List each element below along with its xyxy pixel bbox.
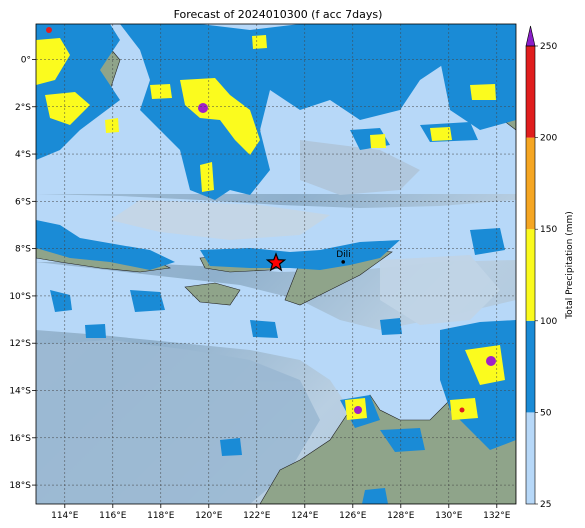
colorbar-tick-label: 50: [540, 408, 552, 418]
y-tick-label: 6°S: [15, 197, 31, 207]
y-tick-label: 12°S: [9, 339, 31, 349]
y-tick-label: 0°: [21, 55, 31, 65]
y-tick-label: 14°S: [9, 387, 31, 397]
chart-title: Forecast of 2024010300 (f acc 7days): [174, 8, 383, 21]
heavy-rain-field: [36, 35, 505, 420]
star-marker-icon: [265, 252, 287, 272]
colorbar: 25 50 100 150 200 250: [525, 25, 557, 510]
map-frame: [35, 23, 517, 505]
x-tick-label: 130°E: [435, 511, 463, 521]
colorbar-segment: [526, 137, 535, 230]
colorbar-tick-label: 200: [540, 134, 557, 144]
x-tick-label: 120°E: [195, 511, 223, 521]
sumba-land: [184, 282, 241, 306]
colorbar-tick-label: 100: [540, 317, 557, 327]
extreme-rain-field: [46, 27, 496, 414]
x-tick-label: 122°E: [243, 511, 271, 521]
colorbar-frame: [525, 45, 536, 505]
x-tick-label: 126°E: [339, 511, 367, 521]
y-tick-label: 16°S: [9, 434, 31, 444]
y-tick-label: 10°S: [9, 292, 31, 302]
map-gridlines: [36, 24, 516, 504]
colorbar-tick-label: 150: [540, 225, 557, 235]
x-tick-labels: 114°E 116°E 118°E 120°E 122°E 124°E 126°E 128°E…: [51, 504, 511, 521]
y-tick-label: 8°S: [15, 245, 31, 255]
city-dot: [341, 260, 346, 264]
colorbar-label: Total Precipitation (mm): [565, 211, 575, 320]
x-tick-label: 114°E: [51, 511, 79, 521]
colorbar-extend-arrow: [525, 25, 536, 47]
colorbar-tick-label: 25: [540, 500, 551, 510]
city-label: Dili: [336, 250, 350, 260]
x-tick-label: 128°E: [387, 511, 415, 521]
colorbar-segment: [526, 46, 535, 138]
colorbar-segment: [526, 320, 535, 413]
map-panel: Dili: [36, 24, 516, 504]
y-tick-labels: 0° 2°S 4°S 6°S 8°S 10°S 12°S 14°S 16°S 18°S: [9, 55, 36, 491]
colorbar-segment: [526, 412, 535, 504]
y-tick-label: 4°S: [15, 150, 31, 160]
marker-layer: Dili: [265, 250, 351, 272]
y-tick-label: 2°S: [15, 103, 31, 113]
colorbar-segment: [526, 229, 535, 321]
colorbar-tick-label: 250: [540, 42, 557, 52]
x-tick-label: 132°E: [483, 511, 511, 521]
x-tick-label: 116°E: [99, 511, 127, 521]
clear-sky-patches: [36, 140, 500, 504]
x-tick-label: 124°E: [291, 511, 319, 521]
y-tick-label: 18°S: [9, 481, 31, 491]
x-tick-label: 118°E: [147, 511, 175, 521]
